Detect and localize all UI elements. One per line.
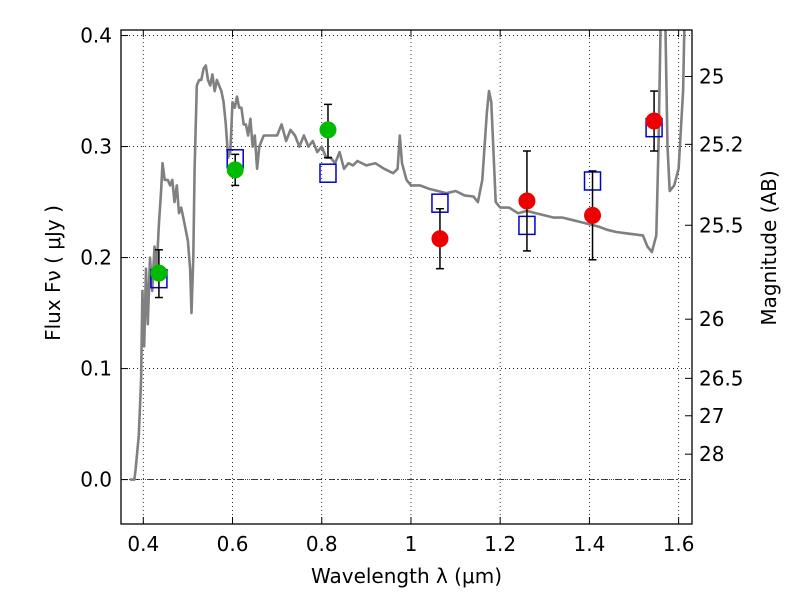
grid-lines bbox=[121, 30, 692, 524]
x-tick-label: 1 bbox=[405, 532, 418, 556]
observed-photometry-point bbox=[645, 112, 663, 130]
y-tick-label: 0.3 bbox=[80, 135, 112, 159]
magnitude-tick-label: 28 bbox=[699, 442, 724, 466]
x-tick-label: 1.4 bbox=[573, 532, 605, 556]
magnitude-tick-label: 26.5 bbox=[699, 366, 744, 390]
axis-ticks: 0.4 0.6 0.8 1 1.2 1.4 1.6 0.0 0.1 0.2 0.3 0.4 25 25.2… bbox=[80, 24, 743, 556]
x-tick-label: 0.4 bbox=[127, 532, 159, 556]
observed-photometry-point bbox=[226, 161, 244, 179]
plot-frame bbox=[120, 29, 693, 525]
x-tick-label: 1.2 bbox=[484, 532, 516, 556]
observed-photometry-point bbox=[319, 121, 337, 139]
observed-photometry-point bbox=[150, 264, 168, 282]
x-tick-label: 1.6 bbox=[663, 532, 695, 556]
magnitude-tick-label: 25.5 bbox=[699, 213, 744, 237]
y-tick-label: 0.2 bbox=[80, 246, 112, 270]
magnitude-tick-label: 27 bbox=[699, 404, 724, 428]
magnitude-tick-label: 25 bbox=[699, 65, 724, 89]
observed-photometry-point bbox=[518, 192, 536, 210]
x-tick-label: 0.8 bbox=[306, 532, 338, 556]
observed-photometry-point bbox=[431, 230, 449, 248]
x-axis-title: Wavelength λ (μm) bbox=[311, 564, 502, 588]
x-tick-label: 0.6 bbox=[217, 532, 249, 556]
y-tick-label: 0.0 bbox=[80, 468, 112, 492]
model-spectrum-line bbox=[129, 30, 686, 481]
model-photometry-square bbox=[319, 163, 337, 183]
y-axis-left-title: Flux Fν ( μJy ) bbox=[41, 205, 65, 341]
y-tick-label: 0.4 bbox=[80, 24, 112, 48]
magnitude-tick-label: 25.2 bbox=[699, 132, 744, 156]
observed-photometry-point bbox=[584, 206, 602, 224]
y-axis-right-title: Magnitude (AB) bbox=[757, 170, 781, 325]
plot-area bbox=[129, 30, 686, 481]
y-tick-label: 0.1 bbox=[80, 357, 112, 381]
magnitude-tick-label: 26 bbox=[699, 307, 724, 331]
